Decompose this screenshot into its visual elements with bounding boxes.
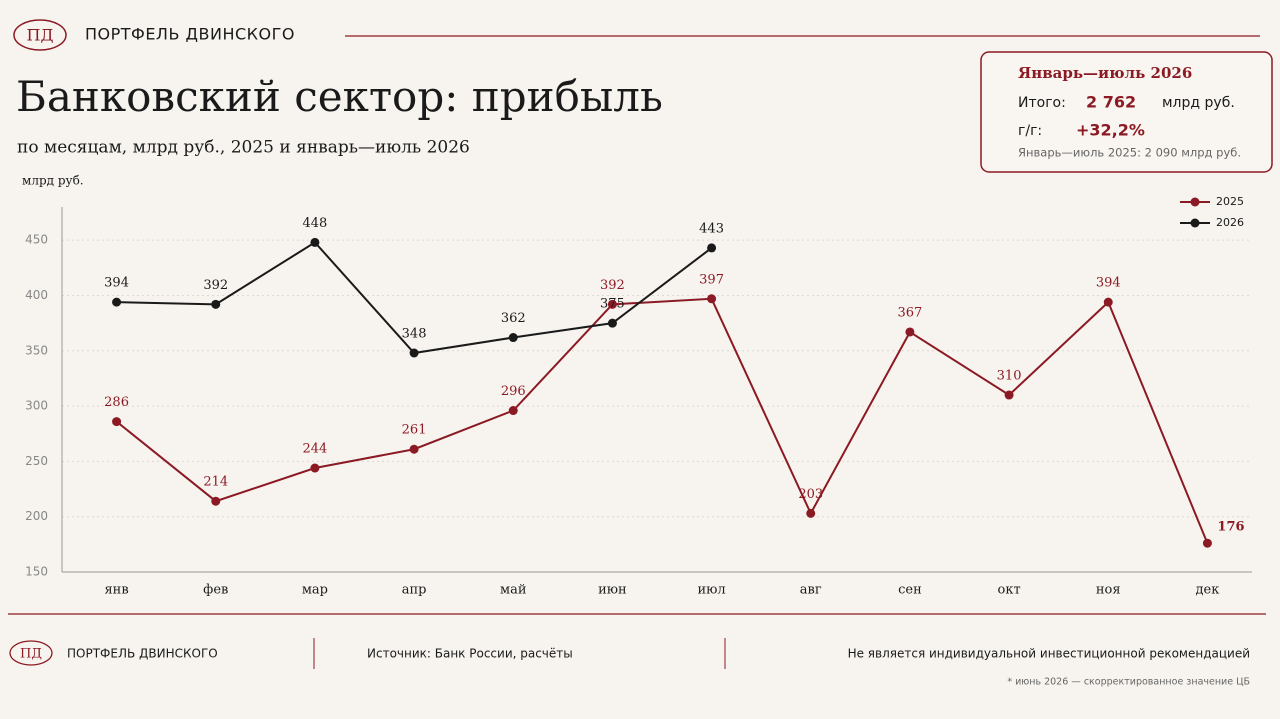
point: [310, 463, 320, 473]
x-tick-label: фев: [203, 583, 228, 598]
data-label: 397: [699, 272, 724, 287]
footer-source: Источник: Банк России, расчёты: [367, 647, 573, 661]
total-label: Итого:: [1018, 95, 1066, 111]
footer-brand: ПОРТФЕЛЬ ДВИНСКОГО: [67, 647, 218, 661]
point: [310, 237, 320, 247]
data-label: 375: [600, 297, 625, 312]
x-tick-label: июл: [697, 583, 725, 598]
point: [607, 299, 617, 309]
data-label: 261: [402, 423, 427, 438]
chart-subtitle: по месяцам, млрд руб., 2025 и январь—июл…: [17, 138, 470, 158]
point: [707, 243, 717, 253]
total-unit: млрд руб.: [1162, 95, 1235, 111]
point: [707, 294, 717, 304]
point: [112, 417, 122, 427]
x-tick-label: дек: [1196, 583, 1220, 598]
footer-disclaimer: Не является индивидуальной инвестиционно…: [848, 647, 1250, 661]
point: [607, 318, 617, 328]
data-label: 448: [303, 216, 328, 231]
y-tick-label: 400: [25, 288, 48, 302]
data-label: 203: [798, 487, 823, 502]
point: [409, 444, 419, 454]
y-axis-label: млрд руб.: [22, 174, 84, 188]
y-tick-label: 450: [25, 233, 48, 247]
summary-box: [980, 51, 1273, 173]
y-tick-label: 150: [25, 565, 48, 579]
series-line: [115, 297, 1209, 544]
data-label: 286: [104, 395, 129, 410]
point: [508, 333, 518, 343]
yoy-label: г/г:: [1018, 123, 1042, 139]
point: [806, 508, 816, 518]
y-tick-label: 300: [25, 399, 48, 413]
point: [905, 327, 915, 337]
x-tick-label: апр: [402, 583, 427, 598]
x-tick-label: май: [500, 583, 527, 598]
data-label: 176: [1217, 520, 1244, 535]
logo: ПД: [27, 26, 54, 45]
legend-label: 2026: [1216, 216, 1244, 229]
x-tick-label: окт: [998, 583, 1021, 598]
y-tick-label: 350: [25, 343, 48, 357]
x-tick-label: июн: [598, 583, 627, 598]
x-tick-label: авг: [800, 583, 822, 598]
data-label: 214: [203, 475, 228, 490]
point: [211, 496, 221, 506]
data-label: 244: [303, 442, 328, 457]
summary-title: Январь—июль 2026: [1018, 64, 1192, 82]
brand: ПОРТФЕЛЬ ДВИНСКОГО: [85, 25, 295, 44]
x-tick-label: мар: [302, 583, 328, 598]
point: [1103, 297, 1113, 307]
data-label: 296: [501, 384, 526, 399]
x-tick-label: сен: [898, 583, 922, 598]
y-tick-label: 200: [25, 509, 48, 523]
legend-marker: [1190, 218, 1200, 228]
data-label: 394: [1096, 276, 1121, 291]
x-tick-label: ноя: [1096, 583, 1121, 598]
data-label: 367: [898, 305, 923, 320]
footer-logo: ПД: [20, 647, 42, 662]
logo-oval: [13, 19, 67, 51]
data-label: 394: [104, 276, 129, 291]
data-label: 310: [997, 369, 1022, 384]
legend-label: 2025: [1216, 195, 1244, 208]
data-label: 362: [501, 311, 526, 326]
x-tick-label: янв: [104, 583, 128, 598]
point: [409, 348, 419, 358]
summary-note: Январь—июль 2025: 2 090 млрд руб.: [1018, 146, 1241, 160]
point: [1004, 390, 1014, 400]
point: [211, 299, 221, 309]
legend-marker: [1190, 197, 1200, 207]
y-tick-label: 250: [25, 454, 48, 468]
point: [508, 406, 518, 416]
yoy-value: +32,2%: [1076, 121, 1145, 140]
total-value: 2 762: [1086, 93, 1136, 112]
point: [1202, 538, 1212, 548]
footer-logo-oval: [9, 640, 53, 666]
data-label: 392: [203, 278, 228, 293]
data-label: 348: [402, 327, 427, 342]
data-label: 392: [600, 278, 625, 293]
data-label: 443: [699, 221, 724, 236]
footnote: * июнь 2026 — скорректированное значение…: [1007, 677, 1250, 688]
point: [112, 297, 122, 307]
chart-title: Банковский сектор: прибыль: [16, 72, 663, 121]
